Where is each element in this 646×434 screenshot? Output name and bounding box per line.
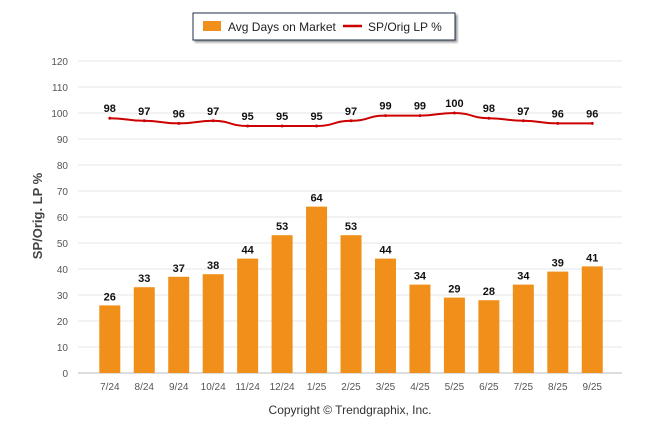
line-point <box>452 111 456 115</box>
x-tick-label: 2/25 <box>341 382 361 393</box>
x-tick-label: 9/24 <box>169 382 189 393</box>
copyright-text: Copyright © Trendgraphix, Inc. <box>269 403 432 417</box>
bar-value-label: 53 <box>276 221 288 233</box>
x-tick-label: 8/24 <box>135 382 155 393</box>
bar-value-label: 64 <box>310 193 323 205</box>
y-tick-label: 50 <box>57 239 69 250</box>
bar <box>202 274 224 373</box>
line-value-label: 95 <box>310 111 322 123</box>
y-tick-label: 20 <box>57 317 69 328</box>
bar-value-label: 26 <box>104 291 116 303</box>
x-tick-label: 7/24 <box>100 382 120 393</box>
line-point <box>590 121 594 125</box>
line-point <box>521 119 525 123</box>
line-value-label: 97 <box>345 106 357 118</box>
x-tick-label: 8/25 <box>548 382 568 393</box>
bar <box>409 284 431 373</box>
y-axis-label: SP/Orig. LP % <box>30 172 45 259</box>
line-point <box>383 114 387 118</box>
bar <box>547 271 569 373</box>
bar-value-label: 53 <box>345 221 357 233</box>
bar-value-label: 28 <box>483 286 495 298</box>
x-tick-label: 10/24 <box>201 382 226 393</box>
line-point <box>246 124 250 128</box>
bar-value-label: 44 <box>379 245 392 257</box>
bar-value-label: 29 <box>448 284 460 296</box>
y-tick-label: 120 <box>51 57 68 68</box>
line-point <box>487 116 491 120</box>
y-tick-label: 40 <box>57 265 69 276</box>
legend-label-bar: Avg Days on Market <box>228 20 336 34</box>
line-value-label: 95 <box>276 111 288 123</box>
line-value-label: 96 <box>173 108 185 120</box>
y-tick-label: 70 <box>57 187 69 198</box>
x-tick-label: 5/25 <box>445 382 465 393</box>
line-value-label: 97 <box>207 106 219 118</box>
bar <box>512 284 534 373</box>
x-tick-label: 6/25 <box>479 382 499 393</box>
y-tick-label: 10 <box>57 343 69 354</box>
x-tick-label: 12/24 <box>270 382 295 393</box>
line-point <box>177 121 181 125</box>
bar <box>306 206 328 373</box>
y-tick-label: 80 <box>57 161 69 172</box>
bar-value-label: 37 <box>173 263 185 275</box>
x-tick-label: 1/25 <box>307 382 327 393</box>
y-tick-label: 0 <box>62 369 68 380</box>
line-value-label: 98 <box>104 103 116 115</box>
line-point <box>418 114 422 118</box>
line-value-label: 97 <box>138 106 150 118</box>
legend-swatch-bar <box>203 21 221 31</box>
line-point <box>349 119 353 123</box>
bar <box>478 300 500 373</box>
y-tick-label: 60 <box>57 213 69 224</box>
line-point <box>315 124 319 128</box>
bar <box>374 258 396 373</box>
line-point <box>142 119 146 123</box>
bar <box>271 235 293 373</box>
bar-value-label: 39 <box>552 258 564 270</box>
legend-label-line: SP/Orig LP % <box>368 20 442 34</box>
bar-value-label: 33 <box>138 273 150 285</box>
x-tick-label: 11/24 <box>235 382 260 393</box>
x-tick-label: 7/25 <box>514 382 534 393</box>
line-value-label: 95 <box>242 111 254 123</box>
y-tick-label: 100 <box>51 109 68 120</box>
line-value-label: 96 <box>586 108 598 120</box>
y-tick-label: 90 <box>57 135 69 146</box>
y-tick-label: 110 <box>52 83 68 94</box>
line-value-label: 97 <box>517 106 529 118</box>
legend: Avg Days on Market SP/Orig LP % <box>192 12 456 41</box>
line-point <box>211 119 215 123</box>
line-point <box>280 124 284 128</box>
line-point <box>108 116 112 120</box>
line-value-label: 100 <box>445 98 463 110</box>
line-value-label: 99 <box>414 101 426 113</box>
bar-value-label: 38 <box>207 260 219 272</box>
bar <box>581 266 603 373</box>
legend-box <box>192 12 456 41</box>
line-value-label: 96 <box>552 108 564 120</box>
x-tick-label: 4/25 <box>410 382 430 393</box>
bar-value-label: 44 <box>242 245 255 257</box>
bar <box>443 297 465 373</box>
bar-value-label: 34 <box>517 271 530 283</box>
bar-value-label: 41 <box>586 252 598 264</box>
line-point <box>556 121 560 125</box>
line-value-label: 99 <box>379 101 391 113</box>
x-tick-label: 3/25 <box>376 382 396 393</box>
line-value-label: 98 <box>483 103 495 115</box>
bar <box>237 258 259 373</box>
y-tick-label: 30 <box>57 291 69 302</box>
bar-value-label: 34 <box>414 271 427 283</box>
bar <box>168 276 190 373</box>
bar <box>99 305 121 373</box>
bar <box>340 235 362 373</box>
bar <box>133 287 155 373</box>
x-tick-label: 9/25 <box>583 382 603 393</box>
